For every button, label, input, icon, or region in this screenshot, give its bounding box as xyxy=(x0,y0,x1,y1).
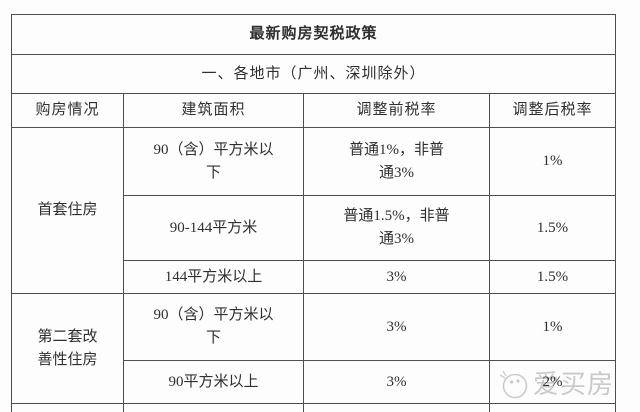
title-row: 最新购房契税政策 xyxy=(10,14,617,55)
cell-area: 90平方米以上 xyxy=(123,360,304,404)
cell-rate-before: 3% xyxy=(303,293,490,361)
group-label-second-home: 第二套改 善性住房 xyxy=(11,293,124,404)
table-row: 第二套改 善性住房 90（含）平方米以 下 3% 1% xyxy=(11,293,617,404)
cell-rate-after: 1% xyxy=(488,127,617,196)
table-row-clipped xyxy=(11,403,617,412)
table-row: 首套住房 90（含）平方米以 下 普通1%，非普 通3% 1% xyxy=(11,127,617,294)
column-header-row: 购房情况 建筑面积 调整前税率 调整后税率 xyxy=(11,93,617,128)
cell-rate-after: 1.5% xyxy=(488,260,617,294)
col-header-purchase-situation: 购房情况 xyxy=(11,93,124,128)
col-header-rate-after: 调整后税率 xyxy=(488,93,617,128)
tax-policy-table: 最新购房契税政策 一、各地市（广州、深圳除外） 购房情况 建筑面积 调整前税率 … xyxy=(10,14,617,412)
cell-rate-before: 普通1%，非普 通3% xyxy=(303,127,490,196)
section-header: 一、各地市（广州、深圳除外） xyxy=(10,54,617,94)
cell-rate-after: 1.5% xyxy=(488,195,617,261)
cell-area: 144平方米以上 xyxy=(123,260,304,294)
col-header-building-area: 建筑面积 xyxy=(123,93,304,128)
table-row: 90-144平方米 普通1.5%，非普 通3% 1.5% xyxy=(12,195,617,261)
cell-rate-after: 1% xyxy=(488,293,617,361)
cell-area: 90（含）平方米以 下 xyxy=(123,293,304,361)
cell-area: 90（含）平方米以 下 xyxy=(123,127,304,196)
group-label-first-home: 首套住房 xyxy=(11,127,124,294)
cell-area: 90-144平方米 xyxy=(123,195,304,261)
tax-policy-table-container: 最新购房契税政策 一、各地市（广州、深圳除外） 购房情况 建筑面积 调整前税率 … xyxy=(10,14,617,412)
cell-rate-before: 3% xyxy=(303,260,490,294)
cell-rate-after: 2% xyxy=(488,360,617,404)
cell-rate-before: 3% xyxy=(303,360,490,404)
table-title: 最新购房契税政策 xyxy=(10,14,617,55)
cell-rate-before: 普通1.5%，非普 通3% xyxy=(303,195,490,261)
section-header-row: 一、各地市（广州、深圳除外） xyxy=(10,54,617,94)
col-header-rate-before: 调整前税率 xyxy=(303,93,490,128)
